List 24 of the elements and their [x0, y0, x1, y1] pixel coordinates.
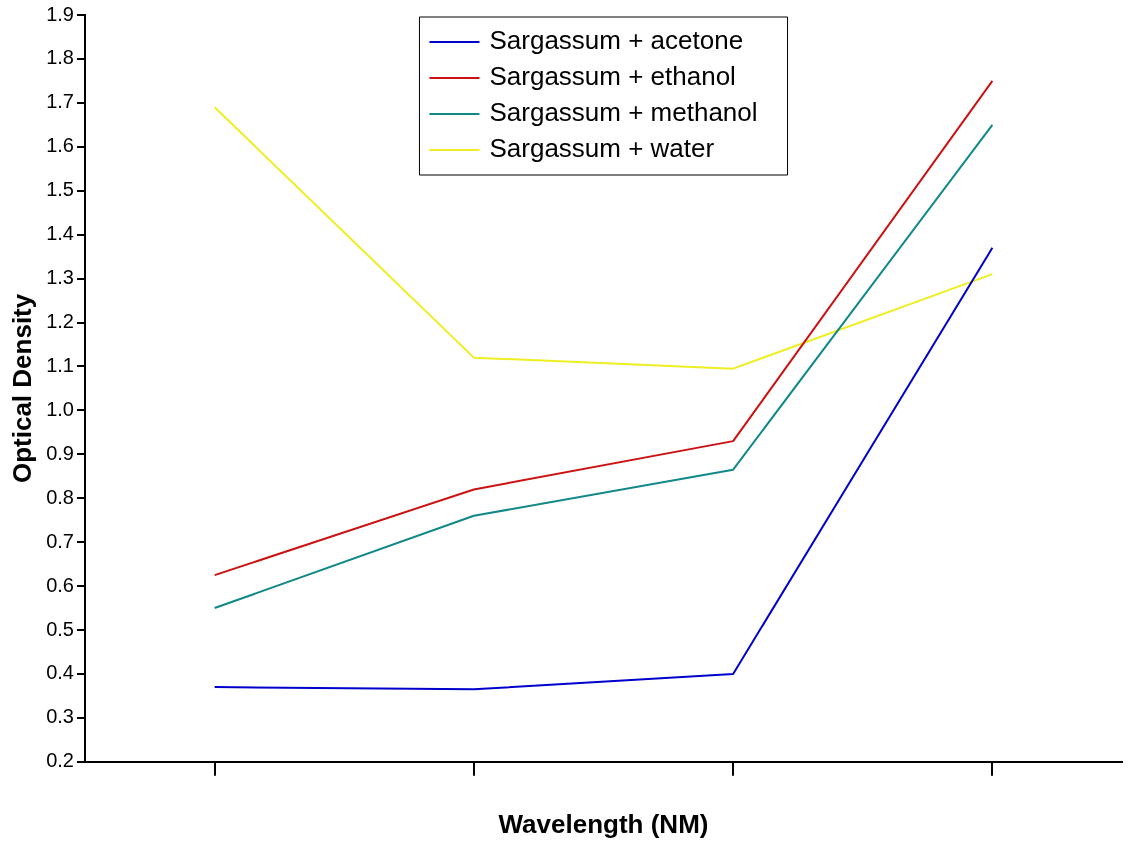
- y-tick-label: 0.2: [46, 749, 74, 772]
- y-tick-label: 1.2: [46, 310, 74, 333]
- legend-label: Sargassum + methanol: [489, 97, 758, 128]
- y-tick-label: 1.4: [46, 222, 74, 245]
- y-tick-label: 1.9: [46, 2, 74, 25]
- y-tick-label: 0.9: [46, 441, 74, 464]
- legend-label: Sargassum + water: [489, 133, 715, 164]
- y-tick-label: 0.6: [46, 573, 74, 596]
- legend-label: Sargassum + acetone: [489, 25, 744, 56]
- y-tick-label: 1.0: [46, 397, 74, 420]
- y-tick-label: 0.3: [46, 705, 74, 728]
- y-tick-label: 0.7: [46, 529, 74, 552]
- y-tick-label: 0.4: [46, 661, 74, 684]
- y-tick-label: 1.5: [46, 178, 74, 201]
- y-tick-label: 1.1: [46, 353, 74, 376]
- legend-label: Sargassum + ethanol: [489, 61, 736, 92]
- y-tick-label: 1.6: [46, 134, 74, 157]
- y-tick-label: 0.5: [46, 617, 74, 640]
- x-axis-title: Wavelength (NM): [498, 808, 709, 839]
- y-tick-label: 1.3: [46, 266, 74, 289]
- y-tick-label: 0.8: [46, 485, 74, 508]
- y-axis-title: Optical Density: [6, 293, 37, 484]
- y-tick-label: 1.8: [46, 46, 74, 69]
- y-tick-label: 1.7: [46, 90, 74, 113]
